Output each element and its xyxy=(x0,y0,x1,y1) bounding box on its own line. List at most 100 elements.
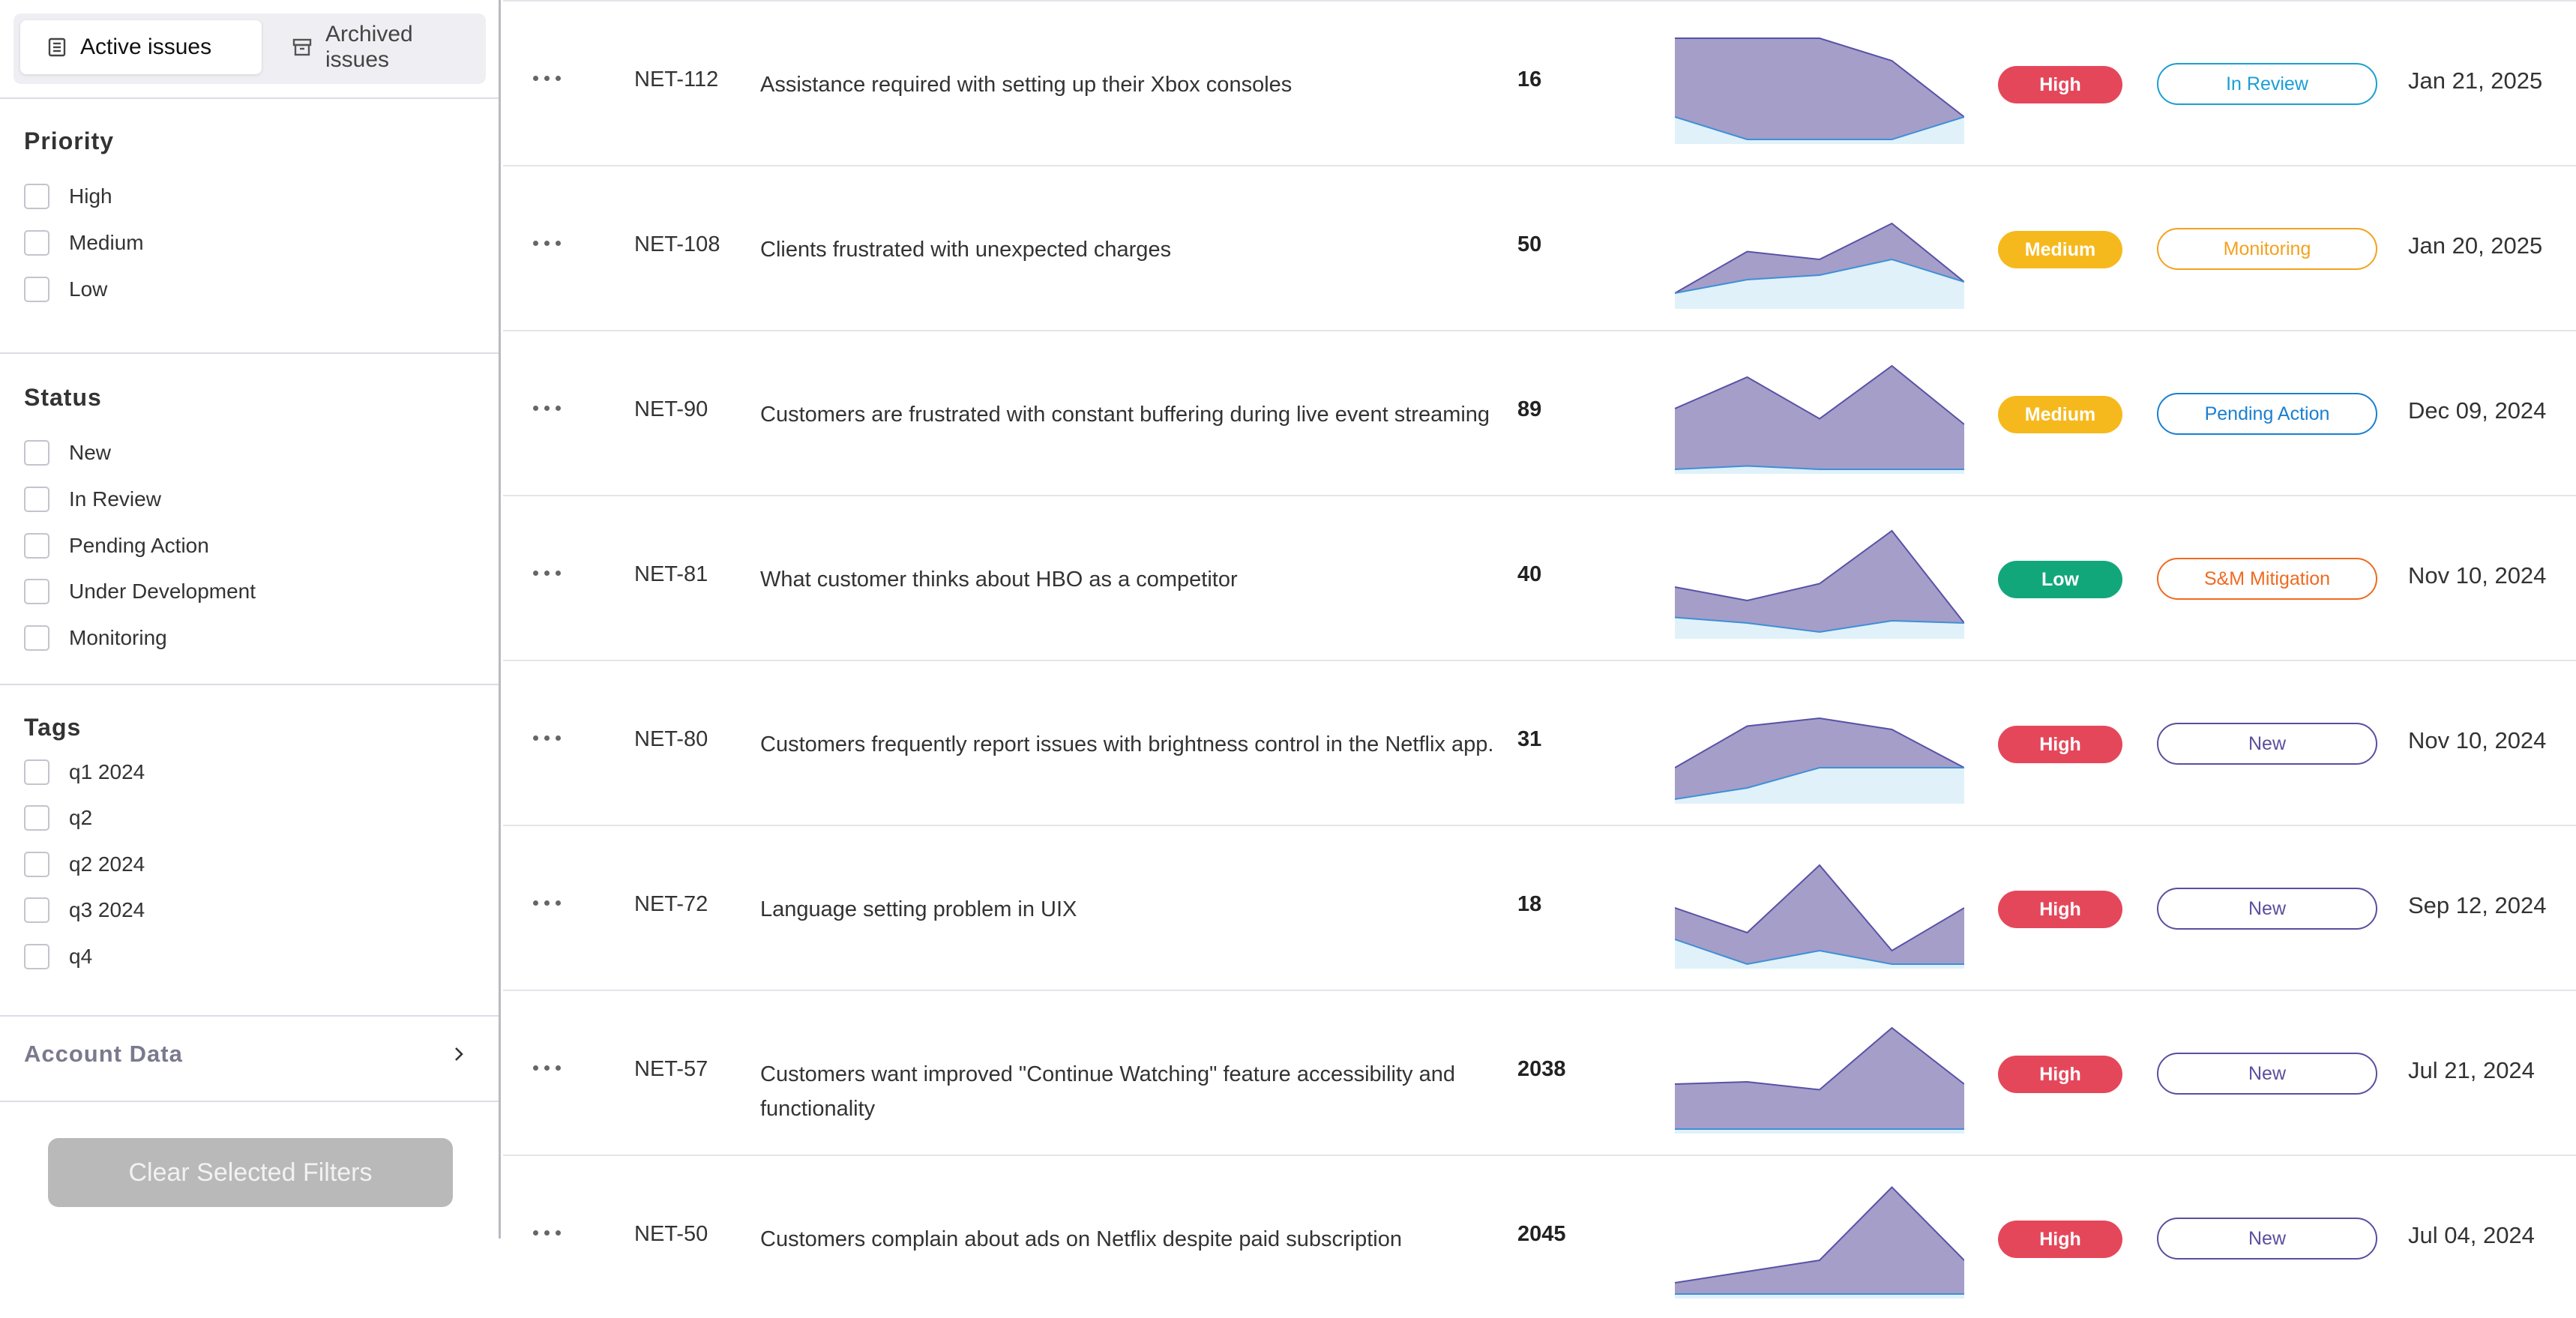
filter-option-low[interactable]: Low xyxy=(24,277,107,302)
priority-filter-title: Priority xyxy=(24,127,115,154)
issue-id[interactable]: NET-57 xyxy=(634,1057,708,1081)
table-row[interactable]: NET-112 Assistance required with setting … xyxy=(503,0,2576,163)
sparkline-baseline-area xyxy=(1675,768,1964,804)
checkbox[interactable] xyxy=(24,759,49,785)
more-options-icon[interactable] xyxy=(533,898,563,909)
issue-id[interactable]: NET-112 xyxy=(634,67,719,91)
table-row[interactable]: NET-90 Customers are frustrated with cons… xyxy=(503,330,2576,493)
checkbox[interactable] xyxy=(24,533,49,559)
more-options-icon[interactable] xyxy=(533,1063,563,1074)
checkbox[interactable] xyxy=(24,897,49,923)
issue-title[interactable]: Customers want improved "Continue Watchi… xyxy=(760,1062,1455,1121)
status-badge[interactable]: New xyxy=(2157,1053,2377,1095)
table-row[interactable]: NET-50 Customers complain about ads on Ne… xyxy=(503,1155,2576,1318)
status-badge[interactable]: New xyxy=(2157,1218,2377,1260)
issue-id[interactable]: NET-72 xyxy=(634,892,708,916)
table-row[interactable]: NET-72 Language setting problem in UIX 18 H… xyxy=(503,825,2576,988)
table-row[interactable]: NET-81 What customer thinks about HBO as … xyxy=(503,495,2576,658)
sparkline-area xyxy=(1675,1187,1964,1294)
more-options-icon[interactable] xyxy=(533,568,563,579)
issue-count: 2038 xyxy=(1517,1057,1566,1081)
priority-badge: High xyxy=(1998,1221,2122,1258)
issue-title[interactable]: Language setting problem in UIX xyxy=(760,897,1077,921)
clear-filters-button[interactable]: Clear Selected Filters xyxy=(48,1138,453,1207)
issue-title[interactable]: What customer thinks about HBO as a comp… xyxy=(760,568,1238,592)
filter-option-monitoring[interactable]: Monitoring xyxy=(24,625,167,651)
checkbox[interactable] xyxy=(24,487,49,512)
issue-id[interactable]: NET-81 xyxy=(634,562,708,586)
filter-option-tag[interactable]: q3 2024 xyxy=(24,897,145,923)
filter-option-pending-action[interactable]: Pending Action xyxy=(24,533,209,559)
filter-option-under-development[interactable]: Under Development xyxy=(24,579,256,604)
issue-title[interactable]: Clients frustrated with unexpected charg… xyxy=(760,238,1172,262)
issue-count: 16 xyxy=(1517,67,1542,91)
status-badge[interactable]: Pending Action xyxy=(2157,393,2377,435)
more-options-icon[interactable] xyxy=(533,1228,563,1239)
filter-option-tag[interactable]: q2 2024 xyxy=(24,852,145,877)
status-badge[interactable]: S&M Mitigation xyxy=(2157,558,2377,600)
divider xyxy=(0,97,499,99)
issue-id[interactable]: NET-90 xyxy=(634,397,708,421)
issue-count: 18 xyxy=(1517,892,1542,916)
issue-title[interactable]: Assistance required with setting up thei… xyxy=(760,73,1292,97)
filter-option-in-review[interactable]: In Review xyxy=(24,487,161,512)
tab-active-issues[interactable]: Active issues xyxy=(20,20,262,74)
archive-icon xyxy=(291,36,313,58)
more-options-icon[interactable] xyxy=(533,733,563,744)
filter-option-tag[interactable]: q4 xyxy=(24,944,92,969)
more-options-icon[interactable] xyxy=(533,403,563,414)
sparkline-baseline-area xyxy=(1675,117,1964,144)
checkbox[interactable] xyxy=(24,852,49,877)
more-options-icon[interactable] xyxy=(533,73,563,84)
sparkline-baseline-area xyxy=(1675,1129,1964,1134)
status-badge[interactable]: In Review xyxy=(2157,63,2377,105)
filter-option-high[interactable]: High xyxy=(24,184,112,209)
status-badge[interactable]: New xyxy=(2157,888,2377,930)
account-data-section[interactable]: Account Data xyxy=(24,1041,183,1067)
issue-date: Jul 04, 2024 xyxy=(2408,1222,2535,1248)
issue-id[interactable]: NET-108 xyxy=(634,232,720,256)
status-badge[interactable]: New xyxy=(2157,723,2377,765)
sparkline-area xyxy=(1675,1028,1964,1129)
checkbox[interactable] xyxy=(24,184,49,209)
issue-id[interactable]: NET-80 xyxy=(634,727,708,751)
table-row[interactable]: NET-80 Customers frequently report issues… xyxy=(503,660,2576,823)
issue-id[interactable]: NET-50 xyxy=(634,1222,708,1246)
checkbox[interactable] xyxy=(24,579,49,604)
issue-title[interactable]: Customers complain about ads on Netflix … xyxy=(760,1227,1402,1251)
sparkline-area xyxy=(1675,865,1964,964)
filter-option-new[interactable]: New xyxy=(24,440,111,466)
trend-sparkline xyxy=(1675,717,1964,804)
tab-label: Archived issues xyxy=(325,22,413,72)
chevron-right-icon[interactable] xyxy=(450,1045,468,1063)
trend-sparkline xyxy=(1675,864,1964,969)
checkbox[interactable] xyxy=(24,230,49,256)
checkbox[interactable] xyxy=(24,277,49,302)
sparkline-line xyxy=(1675,364,1964,425)
issue-date: Jan 21, 2025 xyxy=(2408,67,2543,94)
issue-title[interactable]: Customers frequently report issues with … xyxy=(760,732,1494,756)
table-row[interactable]: NET-108 Clients frustrated with unexpecte… xyxy=(503,165,2576,328)
checkbox[interactable] xyxy=(24,625,49,651)
issue-title[interactable]: Customers are frustrated with constant b… xyxy=(760,403,1490,427)
issue-count: 50 xyxy=(1517,232,1542,256)
checkbox[interactable] xyxy=(24,805,49,831)
issue-date: Dec 09, 2024 xyxy=(2408,397,2547,424)
divider xyxy=(0,1015,499,1017)
filter-option-tag[interactable]: q1 2024 xyxy=(24,759,145,785)
tab-archived-issues[interactable]: Archived issues xyxy=(265,20,483,74)
trend-sparkline xyxy=(1675,222,1964,309)
more-options-icon[interactable] xyxy=(533,238,563,249)
issue-date: Nov 10, 2024 xyxy=(2408,562,2547,589)
priority-badge: Low xyxy=(1998,561,2122,598)
priority-badge: Medium xyxy=(1998,231,2122,268)
filter-option-medium[interactable]: Medium xyxy=(24,230,144,256)
sparkline-area xyxy=(1675,718,1964,799)
trend-sparkline xyxy=(1675,364,1964,474)
checkbox[interactable] xyxy=(24,440,49,466)
table-row[interactable]: NET-57 Customers want improved "Continue … xyxy=(503,990,2576,1153)
filter-option-tag[interactable]: q2 xyxy=(24,805,92,831)
status-badge[interactable]: Monitoring xyxy=(2157,228,2377,270)
issue-count: 31 xyxy=(1517,727,1542,751)
checkbox[interactable] xyxy=(24,944,49,969)
